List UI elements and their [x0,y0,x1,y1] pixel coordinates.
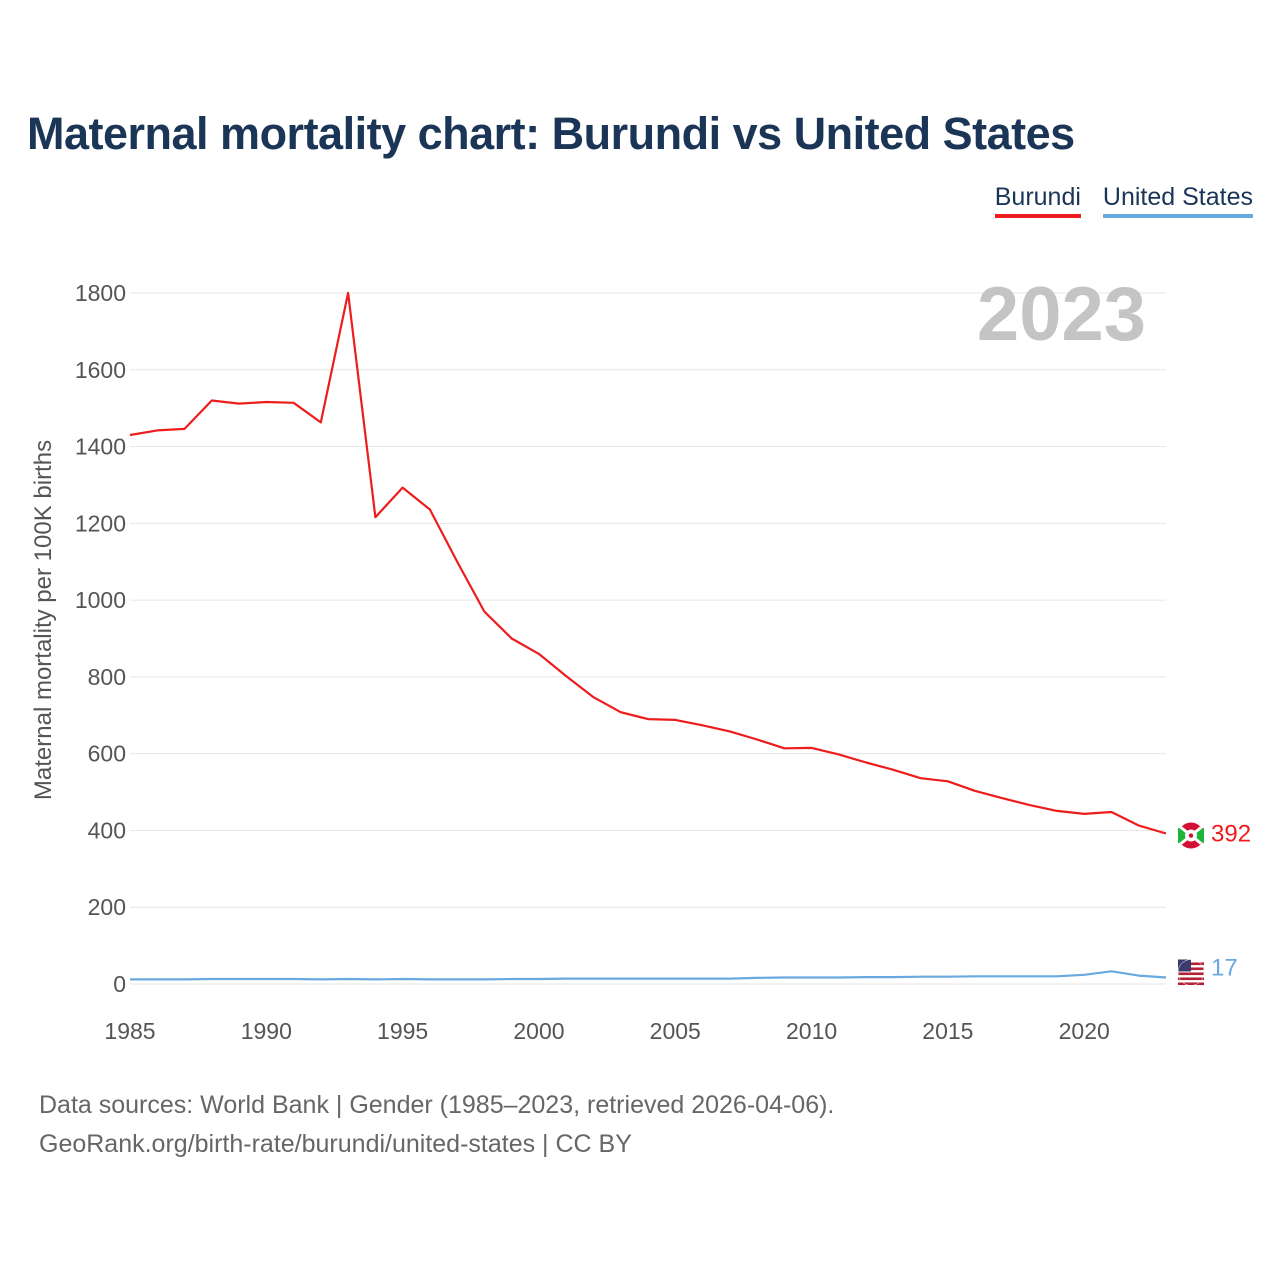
x-tick-label-1995: 1995 [377,1018,428,1044]
legend-item-united-states[interactable]: United States [1102,183,1253,218]
burundi-flag-icon [1178,822,1204,849]
y-tick-label-200: 200 [88,894,126,920]
x-tick-label-2020: 2020 [1059,1018,1110,1044]
y-tick-label-1600: 1600 [75,357,126,383]
end-value-label-burundi: 392 [1211,821,1251,848]
x-tick-label-2015: 2015 [922,1018,973,1044]
united-states-flag-icon [1177,959,1205,986]
gridlines [130,292,1166,985]
x-tick-label-1990: 1990 [241,1018,292,1044]
legend: Burundi United States [994,183,1253,218]
y-tick-label-0: 0 [113,971,126,997]
y-tick-label-1000: 1000 [75,587,126,613]
y-tick-label-1200: 1200 [75,510,126,536]
y-axis-ticks: 0 200 400 600 800 1000 1200 1400 1600 1800 [75,280,126,997]
end-markers: 392 17 [1177,821,1251,986]
x-axis-ticks: 1985 1990 1995 2000 2005 2010 2015 2020 [104,1018,1109,1044]
y-tick-label-1800: 1800 [75,280,126,306]
y-tick-label-800: 800 [88,664,126,690]
series-line-burundi[interactable] [129,291,1167,835]
series-line-united-states[interactable] [130,970,1167,981]
x-tick-label-2010: 2010 [786,1018,837,1044]
end-value-label-united-states: 17 [1211,954,1238,981]
year-label: 2023 [977,272,1146,357]
chart-title: Maternal mortality chart: Burundi vs Uni… [27,108,1075,159]
series-group [129,291,1167,981]
y-tick-label-600: 600 [88,741,126,767]
y-tick-label-1400: 1400 [75,434,126,460]
footer: Data sources: World Bank | Gender (1985–… [39,1086,834,1164]
y-axis-label: Maternal mortality per 100K births [30,440,57,800]
x-tick-label-2000: 2000 [513,1018,564,1044]
source-url[interactable]: GeoRank.org/birth-rate/burundi/united-st… [39,1130,632,1158]
x-tick-label-2005: 2005 [650,1018,701,1044]
x-tick-label-1985: 1985 [104,1018,155,1044]
data-source-note: Data sources: World Bank | Gender (1985–… [39,1091,835,1119]
y-tick-label-400: 400 [88,817,126,843]
legend-item-burundi[interactable]: Burundi [994,183,1081,218]
